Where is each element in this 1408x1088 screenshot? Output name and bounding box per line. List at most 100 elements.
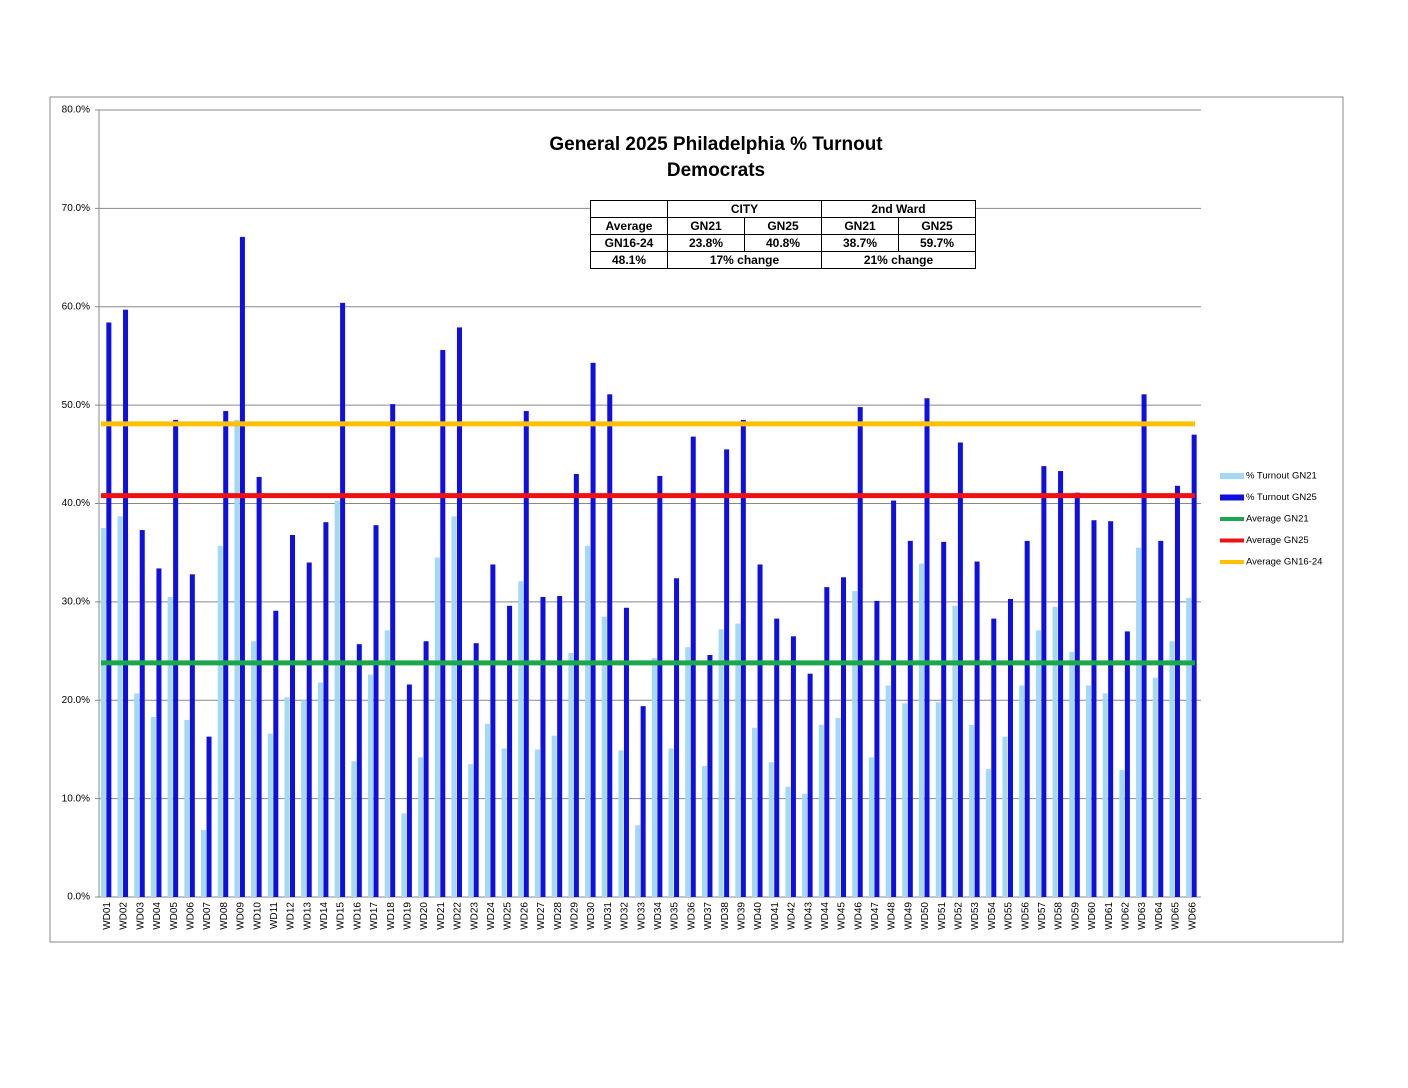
x-tick-label: WD46 — [853, 902, 864, 930]
bar — [991, 618, 997, 897]
y-tick-label: 10.0% — [62, 793, 90, 804]
y-tick-label: 20.0% — [62, 695, 90, 706]
x-tick-label: WD25 — [503, 902, 514, 930]
x-tick-label: WD19 — [403, 902, 414, 930]
x-tick-label: WD58 — [1054, 902, 1065, 930]
bar — [785, 786, 791, 897]
bar — [423, 641, 429, 897]
bar — [273, 610, 279, 897]
x-tick-label: WD54 — [987, 902, 998, 930]
x-tick-label: WD55 — [1004, 902, 1015, 930]
y-tick-label: 60.0% — [62, 301, 90, 312]
bar — [557, 595, 563, 897]
bar — [1085, 685, 1091, 897]
bar — [473, 643, 479, 897]
x-tick-label: WD52 — [954, 902, 965, 930]
bar — [434, 557, 440, 897]
bar — [1074, 492, 1080, 897]
x-tick-label: WD39 — [736, 902, 747, 930]
bar — [384, 630, 390, 897]
bar — [590, 362, 596, 898]
bar — [217, 545, 223, 897]
x-tick-label: WD22 — [453, 902, 464, 930]
bar — [484, 723, 490, 897]
bar — [1024, 540, 1030, 897]
bar — [868, 757, 874, 897]
bar — [885, 685, 891, 897]
x-tick-label: WD47 — [870, 902, 881, 930]
bar — [568, 653, 574, 897]
x-tick-label: WD17 — [369, 902, 380, 930]
x-tick-label: WD43 — [803, 902, 814, 930]
x-tick-label: WD64 — [1154, 902, 1165, 930]
table-cell: 23.8% — [667, 234, 745, 252]
x-tick-label: WD48 — [887, 902, 898, 930]
y-tick-label: 50.0% — [62, 400, 90, 411]
legend-label: % Turnout GN25 — [1246, 492, 1317, 503]
bar — [123, 309, 129, 897]
x-tick-label: WD14 — [319, 902, 330, 930]
table-cell: Average — [590, 217, 668, 235]
bar — [440, 350, 446, 897]
x-tick-label: WD37 — [703, 902, 714, 930]
x-tick-label: WD63 — [1137, 902, 1148, 930]
bar — [267, 733, 273, 897]
bar — [835, 717, 841, 897]
bar — [724, 449, 730, 897]
bar — [1124, 631, 1130, 897]
bar — [585, 545, 591, 897]
chart-title: General 2025 Philadelphia % Turnout — [549, 134, 883, 155]
bar — [635, 825, 641, 897]
bar — [790, 636, 796, 897]
x-tick-label: WD02 — [119, 902, 130, 930]
bar — [401, 813, 407, 897]
bar — [891, 500, 897, 897]
bar — [1041, 466, 1047, 897]
bar — [317, 682, 323, 897]
bar — [969, 724, 975, 897]
bar — [223, 411, 229, 897]
bar — [774, 618, 780, 897]
bar — [206, 736, 212, 897]
bar — [1141, 394, 1147, 897]
bar — [740, 419, 746, 897]
bar — [752, 727, 758, 897]
bar — [701, 766, 707, 897]
bar — [623, 607, 629, 897]
table-cell — [590, 200, 668, 218]
x-tick-label: WD38 — [720, 902, 731, 930]
bar — [907, 540, 913, 897]
table-cell: GN21 — [667, 217, 745, 235]
bar — [802, 793, 808, 897]
bar — [173, 419, 179, 897]
bar — [117, 516, 123, 897]
bar — [640, 706, 646, 897]
bar — [418, 757, 424, 897]
x-tick-label: WD61 — [1104, 902, 1115, 930]
x-tick-label: WD11 — [269, 902, 280, 929]
bar — [985, 769, 991, 897]
x-tick-label: WD27 — [536, 902, 547, 930]
bar — [139, 530, 145, 897]
table-cell: GN16-24 — [590, 234, 668, 252]
bar — [1052, 606, 1058, 897]
bar — [957, 442, 963, 897]
bar — [189, 574, 195, 897]
x-tick-label: WD32 — [620, 902, 631, 930]
table-cell: 38.7% — [821, 234, 899, 252]
bar — [306, 562, 312, 897]
bar — [807, 673, 813, 897]
legend-label: Average GN21 — [1246, 514, 1309, 525]
bar — [106, 322, 112, 897]
bar — [551, 735, 557, 897]
bar — [234, 419, 240, 897]
y-tick-label: 30.0% — [62, 597, 90, 608]
bar — [1058, 471, 1064, 897]
legend-swatch — [1220, 473, 1244, 479]
bar — [523, 411, 529, 897]
bar — [540, 596, 546, 897]
x-tick-label: WD34 — [653, 902, 664, 930]
x-tick-label: WD03 — [135, 902, 146, 930]
x-tick-label: WD49 — [903, 902, 914, 930]
bar — [534, 749, 540, 897]
